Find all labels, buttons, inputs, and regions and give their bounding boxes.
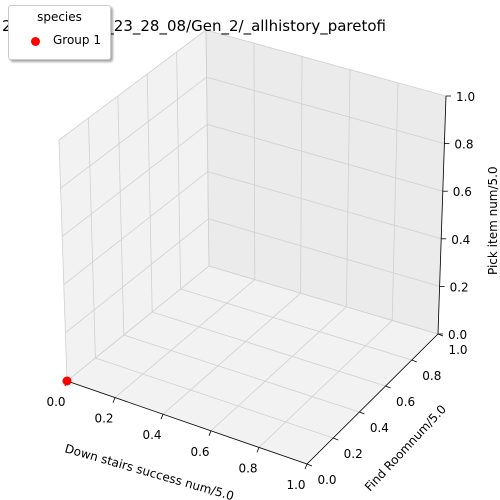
y-tick-label: 0.6: [396, 395, 415, 409]
data-point: [63, 377, 72, 386]
z-tick-label: 0.2: [450, 280, 469, 294]
z-tick-label: 0.6: [453, 185, 472, 199]
x-tick: [257, 447, 259, 452]
z-axis-label: Pick item num/5.0: [486, 166, 500, 275]
axis-panes: [59, 30, 446, 464]
legend-title: species: [9, 10, 110, 24]
y-tick: [307, 464, 312, 466]
x-tick-label: 0.2: [94, 412, 113, 426]
z-tick-label: 1.0: [456, 90, 475, 104]
y-tick: [333, 438, 338, 440]
x-axis-label: Down stairs success num/5.0: [63, 441, 235, 500]
data-points: [63, 377, 72, 386]
y-axis-label: Find Roomnum/5.0: [362, 402, 449, 494]
y-tick: [359, 412, 364, 414]
legend-marker: [31, 37, 40, 46]
x-tick-label: 0.6: [190, 445, 209, 459]
y-tick: [386, 386, 391, 388]
z-tick-label: 0.0: [448, 328, 467, 342]
x-tick: [209, 431, 211, 436]
y-tick-label: 1.0: [448, 343, 467, 357]
x-tick-label: 0.8: [238, 461, 257, 475]
y-tick-label: 0.2: [344, 447, 363, 461]
x-tick-label: 1.0: [286, 478, 305, 492]
z-tick-label: 0.4: [451, 233, 470, 247]
y-tick-label: 0.0: [317, 473, 336, 487]
y-tick-label: 0.8: [422, 369, 441, 383]
x-tick-label: 0.0: [46, 395, 65, 409]
x-tick: [305, 464, 307, 469]
x-tick: [113, 398, 115, 403]
y-tick-label: 0.4: [370, 421, 389, 435]
y-tick: [412, 360, 417, 362]
z-tick-label: 0.8: [454, 138, 473, 152]
x-tick-label: 0.4: [142, 428, 161, 442]
legend-label: Group 1: [53, 33, 101, 47]
legend: species Group 1: [8, 5, 111, 60]
x-tick: [161, 414, 163, 419]
